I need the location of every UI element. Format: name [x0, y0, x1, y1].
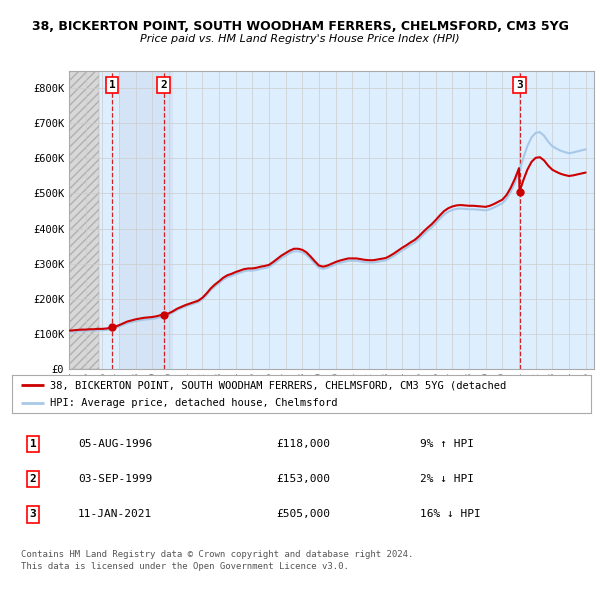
Text: 38, BICKERTON POINT, SOUTH WOODHAM FERRERS, CHELMSFORD, CM3 5YG (detached: 38, BICKERTON POINT, SOUTH WOODHAM FERRE… — [50, 381, 506, 391]
Text: 1: 1 — [29, 440, 37, 449]
Text: 03-SEP-1999: 03-SEP-1999 — [78, 474, 152, 484]
Text: 3: 3 — [29, 510, 37, 519]
Text: 9% ↑ HPI: 9% ↑ HPI — [420, 440, 474, 449]
Text: 16% ↓ HPI: 16% ↓ HPI — [420, 510, 481, 519]
Text: 11-JAN-2021: 11-JAN-2021 — [78, 510, 152, 519]
Text: Contains HM Land Registry data © Crown copyright and database right 2024.: Contains HM Land Registry data © Crown c… — [21, 550, 413, 559]
Bar — [69, 71, 100, 369]
Text: 2% ↓ HPI: 2% ↓ HPI — [420, 474, 474, 484]
Text: Price paid vs. HM Land Registry's House Price Index (HPI): Price paid vs. HM Land Registry's House … — [140, 34, 460, 44]
Text: 3: 3 — [516, 80, 523, 90]
Text: £505,000: £505,000 — [276, 510, 330, 519]
Text: 2: 2 — [160, 80, 167, 90]
Text: £118,000: £118,000 — [276, 440, 330, 449]
Text: This data is licensed under the Open Government Licence v3.0.: This data is licensed under the Open Gov… — [21, 562, 349, 571]
Text: 1: 1 — [109, 80, 116, 90]
Text: 05-AUG-1996: 05-AUG-1996 — [78, 440, 152, 449]
Text: 2: 2 — [29, 474, 37, 484]
Bar — [119, 71, 173, 369]
Text: £153,000: £153,000 — [276, 474, 330, 484]
Text: 38, BICKERTON POINT, SOUTH WOODHAM FERRERS, CHELMSFORD, CM3 5YG: 38, BICKERTON POINT, SOUTH WOODHAM FERRE… — [32, 20, 568, 33]
Text: HPI: Average price, detached house, Chelmsford: HPI: Average price, detached house, Chel… — [50, 398, 337, 408]
